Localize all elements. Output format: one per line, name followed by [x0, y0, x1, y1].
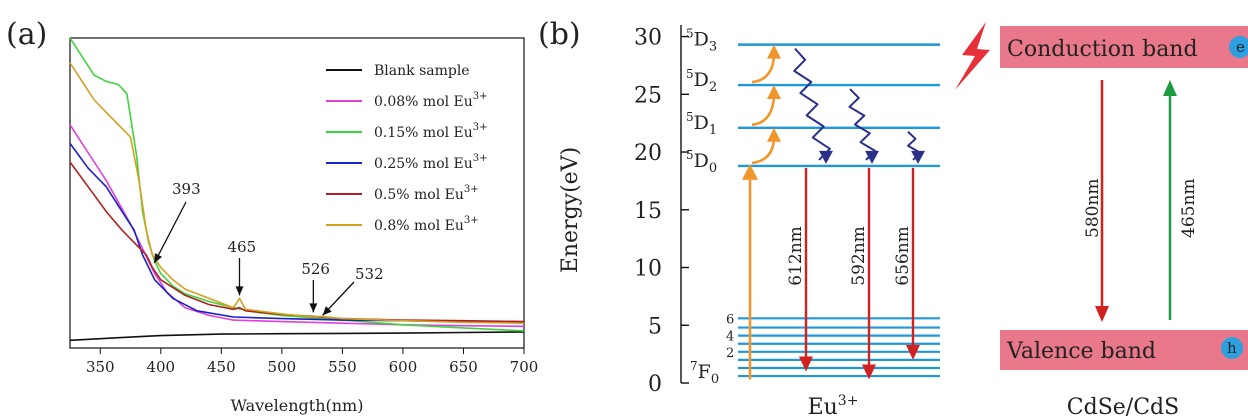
plot-a-frame [69, 37, 525, 349]
legend-entry-2: 0.15% mol Eu3+ [374, 122, 488, 141]
ground-levels: 6 42 7F0 [690, 312, 940, 387]
electron-icon [1229, 36, 1248, 58]
upconversion-arrow-2 [751, 56, 776, 84]
wavelength-465-label: 465nm [1179, 178, 1199, 238]
annotation-arrow-393 [153, 201, 187, 264]
emission-wavelength-2: 656nm [893, 226, 913, 286]
legend-entry-3: 0.25% mol Eu3+ [374, 153, 488, 172]
energy-tick-label: 15 [634, 199, 662, 224]
valence-band-label: Valence band [1006, 339, 1156, 364]
annotations: 393 465 526 532 [153, 180, 384, 316]
energy-tick-label: 5 [648, 314, 662, 339]
ground-label-4: 4 [726, 330, 734, 345]
relaxation-arrow-1-head [865, 150, 879, 164]
series-line-0 [69, 331, 525, 342]
legend: Blank sample 0.08% mol Eu3+ 0.15% mol Eu3+… [326, 63, 488, 234]
x-tick-label: 450 [207, 358, 236, 376]
energy-ticks: 0 5 10 15 20 25 30 [634, 26, 689, 397]
level-label-5D1: 5D1 [686, 110, 717, 138]
legend-entry-1: 0.08% mol Eu3+ [374, 91, 488, 110]
emission-wavelength-1: 592nm [849, 226, 869, 286]
level-label-5D0: 5D0 [686, 148, 717, 176]
energy-tick-label: 20 [634, 141, 662, 166]
energy-tick-label: 0 [648, 372, 662, 397]
emission-arrowhead-1 [862, 364, 876, 380]
emission-wavelength-0: 612nm [786, 226, 806, 286]
panel-b-label: (b) [538, 17, 581, 52]
annotation-393: 393 [172, 180, 201, 198]
annotation-arrow-526-head [309, 303, 318, 313]
hole-label: h [1227, 339, 1237, 357]
upconversion-arrowhead-1 [767, 85, 781, 100]
legend-entry-0: Blank sample [374, 63, 470, 79]
annotation-arrow-393-head [154, 253, 163, 263]
ground-label-6: 6 [726, 312, 734, 327]
energy-tick-label: 30 [634, 26, 662, 51]
annotation-532: 532 [355, 265, 384, 283]
relaxation-arrow-0-head [819, 150, 833, 164]
x-tick-label: 550 [328, 358, 357, 376]
x-tick-label: 350 [86, 358, 115, 376]
x-tick-label: 650 [449, 358, 478, 376]
panel-a-label: (a) [6, 17, 47, 52]
absorption-arrowhead-465 [1163, 80, 1177, 96]
energy-tick-label: 10 [634, 257, 662, 282]
emission-arrowhead-0 [799, 356, 813, 372]
upconversion-arrow-1 [751, 96, 776, 127]
conduction-band-label: Conduction band [1007, 37, 1198, 62]
series-line-2 [69, 37, 525, 332]
x-ticks: 350 400 450 500 550 600 650 700 [86, 348, 538, 376]
ground-label-2: 2 [726, 346, 734, 361]
transition-arrows: 612nm 592nm 656nm [742, 44, 925, 380]
hole-icon [1221, 337, 1243, 359]
energy-tick-label: 25 [634, 83, 662, 108]
x-tick-label: 700 [510, 358, 539, 376]
level-label-5D2: 5D2 [686, 67, 717, 95]
lightning-icon [955, 22, 990, 90]
energy-axis-label: Energy(eV) [558, 147, 583, 273]
eu-caption: Eu [808, 395, 838, 416]
x-tick-label: 600 [389, 358, 418, 376]
annotation-arrow-532-head [322, 306, 332, 316]
upconversion-arrow-0 [751, 139, 776, 165]
level-label-5D3: 5D3 [686, 27, 717, 55]
x-axis-label: Wavelength(nm) [231, 396, 364, 415]
ground-term-label: 7F0 [690, 359, 719, 387]
eu-caption-charge: 3+ [838, 393, 859, 409]
upconversion-arrowhead-0 [767, 127, 781, 142]
x-tick-label: 500 [268, 358, 297, 376]
wavelength-580-label: 580nm [1083, 178, 1103, 238]
emission-arrowhead-2 [906, 344, 920, 360]
emission-arrowhead-580 [1095, 306, 1109, 322]
eu-levels: 5D3 5D2 5D1 5D0 [686, 27, 940, 176]
host-caption: CdSe/CdS [1067, 395, 1179, 416]
conduction-band [1000, 26, 1248, 68]
series-line-5 [69, 62, 525, 324]
legend-entry-5: 0.8% mol Eu3+ [374, 215, 479, 234]
annotation-465: 465 [227, 238, 256, 256]
valence-band [1000, 330, 1248, 370]
annotation-arrow-465-head [235, 286, 244, 296]
series-lines [69, 37, 525, 342]
annotation-526: 526 [301, 260, 330, 278]
electron-label: e [1236, 38, 1245, 56]
relaxation-arrow-2-head [911, 150, 925, 164]
legend-entry-4: 0.5% mol Eu3+ [374, 184, 479, 203]
relaxation-arrow-0 [793, 47, 831, 161]
relaxation-arrow-1 [848, 88, 877, 161]
excitation-arrowhead [742, 163, 758, 180]
upconversion-arrowhead-2 [767, 44, 781, 59]
svg-text:Eu3+: Eu3+ [808, 393, 859, 416]
x-tick-label: 400 [146, 358, 175, 376]
